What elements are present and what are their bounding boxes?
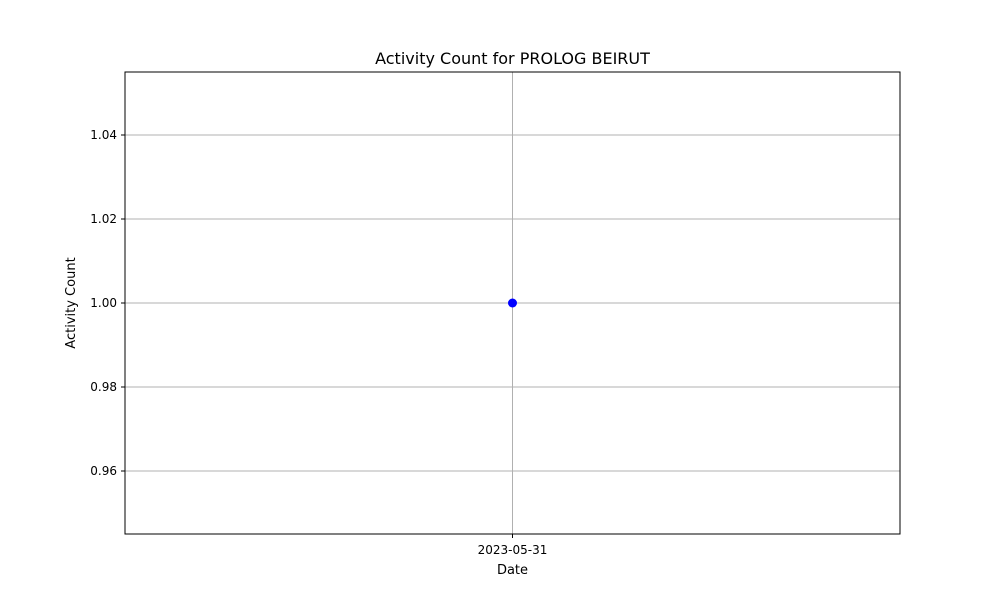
x-tick-label: 2023-05-31 (478, 543, 548, 557)
y-tick-label: 1.04 (90, 128, 117, 142)
data-series (508, 298, 517, 308)
y-tick-label: 1.02 (90, 212, 117, 226)
y-tick-label: 0.98 (90, 380, 117, 394)
y-tick-label: 1.00 (90, 296, 117, 310)
data-point (508, 298, 517, 308)
y-tick-label: 0.96 (90, 464, 117, 478)
chart-title: Activity Count for PROLOG BEIRUT (375, 49, 650, 68)
y-axis-label: Activity Count (64, 257, 79, 348)
axis-ticks: 0.96 0.98 1.00 1.02 1.04 2023-05-31 (90, 128, 547, 557)
x-axis-label: Date (497, 563, 528, 578)
